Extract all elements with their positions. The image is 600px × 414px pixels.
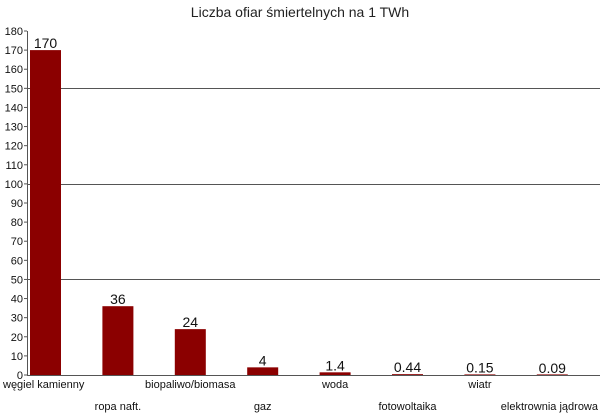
y-tick-label: 150 <box>5 83 23 95</box>
data-label: 1.4 <box>325 357 345 373</box>
data-label: 170 <box>34 35 58 51</box>
y-tick-label: 110 <box>5 160 23 172</box>
y-tick-label: 120 <box>5 141 23 153</box>
x-tick-label: fotowoltaika <box>378 401 437 413</box>
y-tick-label: 80 <box>11 217 23 229</box>
x-tick-label: woda <box>321 379 349 391</box>
data-label: 0.09 <box>539 360 566 376</box>
x-tick-label: biopaliwo/biomasa <box>145 379 236 391</box>
y-tick-label: 60 <box>11 255 23 267</box>
y-tick-label: 30 <box>11 313 23 325</box>
data-label: 24 <box>183 314 199 330</box>
y-tick-label: 40 <box>11 294 23 306</box>
y-tick-label: 160 <box>5 64 23 76</box>
chart-title: Liczba ofiar śmiertelnych na 1 TWh <box>190 4 410 20</box>
bar <box>464 374 496 375</box>
bar <box>102 306 134 375</box>
data-labels: 170 36 24 4 1.4 0.44 0.15 0.09 <box>34 35 566 376</box>
bar <box>30 50 61 375</box>
data-label: 36 <box>110 291 126 307</box>
x-tick-label: ropa naft. <box>95 401 141 413</box>
y-tick-label: 70 <box>11 236 23 248</box>
bar <box>247 367 279 375</box>
y-tick-label: 50 <box>11 274 23 286</box>
x-tick-label: elektrownia jądrowa <box>501 401 599 413</box>
x-tick-labels: węgiel kamienny ropa naft. biopaliwo/bioma… <box>2 379 599 413</box>
x-tick-label: wiatr <box>467 379 492 391</box>
x-tick-label: gaz <box>254 401 272 413</box>
gridlines <box>27 88 600 280</box>
y-tick-label: 180 <box>5 26 23 38</box>
y-tick-label: 140 <box>5 102 23 114</box>
y-tick-labels: 0 10 20 30 40 50 60 70 80 90 100 110 120 130 140 150 160… <box>5 26 27 382</box>
bar <box>319 372 351 375</box>
axes <box>27 31 600 376</box>
y-tick-label: 20 <box>11 332 23 344</box>
y-tick-label: 130 <box>5 122 23 134</box>
y-tick-label: 170 <box>5 45 23 57</box>
data-label: 4 <box>259 352 267 368</box>
data-label: 0.44 <box>394 359 421 375</box>
bar <box>536 374 568 375</box>
x-tick-label: węgiel kamienny <box>2 379 85 391</box>
y-tick-label: 0 <box>17 370 23 382</box>
bars <box>30 50 568 375</box>
y-tick-label: 100 <box>5 179 23 191</box>
y-tick-label: 90 <box>11 198 23 210</box>
data-label: 0.15 <box>466 360 493 376</box>
y-tick-label: 10 <box>11 351 23 363</box>
bar <box>174 329 206 375</box>
bar <box>392 374 423 375</box>
